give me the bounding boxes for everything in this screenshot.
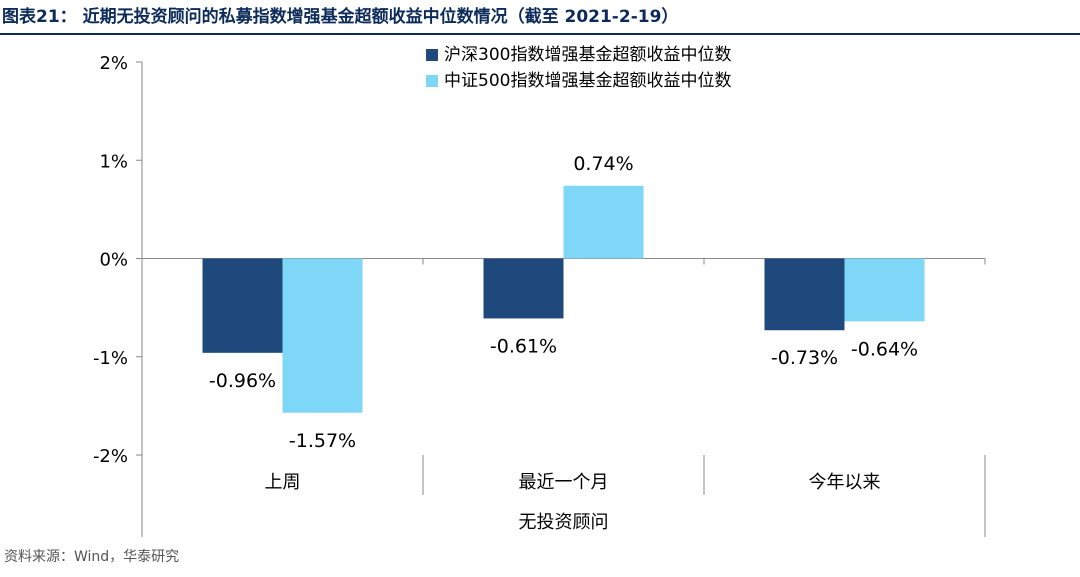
source-note: 资料来源：Wind，华泰研究 <box>4 549 180 565</box>
y-tick-label: 0% <box>99 250 128 271</box>
data-labels: -0.96% -0.61% -0.73% -1.57% 0.74% -0.64% <box>209 153 918 452</box>
x-category-label: 今年以来 <box>809 472 881 493</box>
bar <box>563 185 644 259</box>
y-tick-label: 2% <box>99 53 128 74</box>
legend-label: 中证500指数增强基金超额收益中位数 <box>444 71 731 91</box>
data-label: 0.74% <box>573 153 633 175</box>
legend-label: 沪深300指数增强基金超额收益中位数 <box>444 45 731 65</box>
data-label: -0.64% <box>851 338 918 360</box>
bar <box>202 258 283 353</box>
y-tick-label: -2% <box>93 446 128 467</box>
legend-swatch <box>426 49 438 61</box>
data-label: -0.96% <box>209 370 276 392</box>
data-label: -0.73% <box>771 347 838 369</box>
bar <box>844 258 925 322</box>
data-label: -1.57% <box>289 430 356 452</box>
data-label: -0.61% <box>490 335 557 357</box>
x-group-label: 无投资顾问 <box>519 512 609 533</box>
x-category-label: 上周 <box>265 472 301 493</box>
bar <box>764 258 845 331</box>
title-rule <box>0 33 1080 35</box>
bar <box>483 258 564 319</box>
y-tick-label: -1% <box>93 348 128 369</box>
y-tick-label: 1% <box>99 151 128 172</box>
bars <box>202 185 925 413</box>
x-category-label: 最近一个月 <box>519 472 609 493</box>
figure-title: 图表21： 近期无投资顾问的私募指数增强基金超额收益中位数情况（截至 2021-… <box>2 7 679 27</box>
bar <box>282 258 363 413</box>
legend-swatch <box>426 75 438 87</box>
